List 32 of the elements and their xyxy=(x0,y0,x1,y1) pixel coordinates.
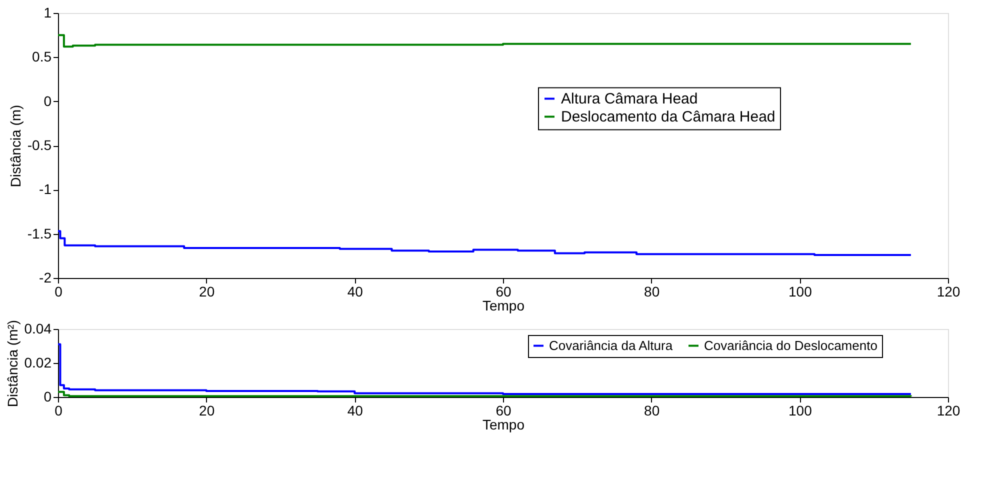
legend-label: Covariância da Altura xyxy=(549,338,674,353)
x-tick-label: 20 xyxy=(199,402,215,418)
y-tick-label: 1 xyxy=(44,4,52,20)
y-axis-title: Distância (m²) xyxy=(4,320,20,408)
y-tick-label: 0 xyxy=(44,388,52,404)
legend-label: Altura Câmara Head xyxy=(561,90,698,108)
y-tick-label: 0.02 xyxy=(24,354,52,370)
y-tick-label: -1.5 xyxy=(27,225,52,242)
x-tick-label: 120 xyxy=(936,284,960,300)
x-tick-label: 40 xyxy=(347,402,364,418)
x-tick-label: 60 xyxy=(496,402,512,418)
y-tick-label: -1 xyxy=(39,181,52,198)
y-tick-label: 0.04 xyxy=(24,320,52,336)
legend-label: Covariância do Deslocamento xyxy=(704,338,878,353)
y-axis-title: Distância (m) xyxy=(7,104,24,188)
y-tick-label: -2 xyxy=(39,270,52,286)
x-tick-label: 0 xyxy=(54,284,63,300)
x-tick-label: 80 xyxy=(644,402,660,418)
x-tick-label: 100 xyxy=(788,402,812,418)
x-tick-label: 40 xyxy=(347,284,364,300)
legend-label: Deslocamento da Câmara Head xyxy=(561,108,776,126)
y-tick-label: 0.5 xyxy=(32,48,52,65)
y-tick-label: 0 xyxy=(44,92,52,109)
x-tick-label: 120 xyxy=(936,402,960,418)
x-axis-title: Tempo xyxy=(482,416,525,432)
x-tick-label: 80 xyxy=(644,284,660,300)
x-tick-label: 60 xyxy=(496,284,512,300)
x-tick-label: 20 xyxy=(199,284,215,300)
y-tick-label: -0.5 xyxy=(27,137,52,153)
x-tick-label: 100 xyxy=(788,284,812,300)
x-tick-label: 0 xyxy=(54,402,63,418)
x-axis-title: Tempo xyxy=(482,298,525,314)
